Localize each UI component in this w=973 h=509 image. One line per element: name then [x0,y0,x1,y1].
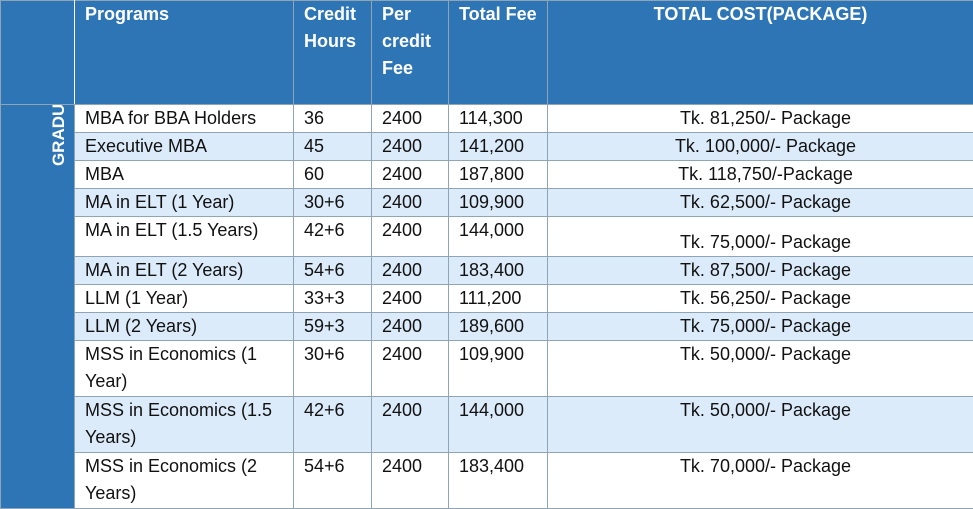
cell-total-fee: 189,600 [449,313,548,341]
table-row: MA in ELT (1 Year) 30+6 2400 109,900 Tk.… [1,189,973,217]
cell-total-cost: Tk. 56,250/- Package [548,285,973,313]
table-row: Executive MBA 45 2400 141,200 Tk. 100,00… [1,133,973,161]
cell-total-fee: 183,400 [449,453,548,509]
cell-total-fee: 144,000 [449,397,548,453]
cell-per-credit-fee: 2400 [372,133,449,161]
cell-per-credit-fee: 2400 [372,257,449,285]
cell-total-cost: Tk. 118,750/-Package [548,161,973,189]
cell-credit-hours: 60 [294,161,372,189]
cell-per-credit-fee: 2400 [372,313,449,341]
cell-per-credit-fee: 2400 [372,397,449,453]
cell-program: MSS in Economics (1 Year) [75,341,294,397]
cell-total-cost: Tk. 50,000/- Package [548,341,973,397]
header-credit-hours: Credit Hours [294,1,372,105]
cell-credit-hours: 59+3 [294,313,372,341]
cell-per-credit-fee: 2400 [372,453,449,509]
header-corner [1,1,75,105]
cell-program: MSS in Economics (2 Years) [75,453,294,509]
table-row: LLM (1 Year) 33+3 2400 111,200 Tk. 56,25… [1,285,973,313]
cell-total-cost: Tk. 50,000/- Package [548,397,973,453]
cell-credit-hours: 30+6 [294,189,372,217]
table-row: GRADUATE MBA for BBA Holders 36 2400 114… [1,105,973,133]
cell-total-cost: Tk. 81,250/- Package [548,105,973,133]
cell-total-fee: 187,800 [449,161,548,189]
table-row: MA in ELT (1.5 Years) 42+6 2400 144,000 … [1,217,973,257]
cell-credit-hours: 54+6 [294,453,372,509]
cell-total-fee: 109,900 [449,189,548,217]
cell-program: MBA [75,161,294,189]
cell-total-fee: 183,400 [449,257,548,285]
cell-per-credit-fee: 2400 [372,189,449,217]
header-per-credit-fee: Per credit Fee [372,1,449,105]
cell-total-fee: 109,900 [449,341,548,397]
header-row: Programs Credit Hours Per credit Fee Tot… [1,1,973,105]
cell-program: LLM (1 Year) [75,285,294,313]
cell-credit-hours: 45 [294,133,372,161]
cell-per-credit-fee: 2400 [372,341,449,397]
cell-per-credit-fee: 2400 [372,285,449,313]
cell-program: MBA for BBA Holders [75,105,294,133]
cell-total-fee: 111,200 [449,285,548,313]
cell-total-fee: 114,300 [449,105,548,133]
cell-total-cost: Tk. 100,000/- Package [548,133,973,161]
cell-program: MA in ELT (1.5 Years) [75,217,294,257]
cell-credit-hours: 33+3 [294,285,372,313]
table-row: MSS in Economics (1.5 Years) 42+6 2400 1… [1,397,973,453]
cell-program: MSS in Economics (1.5 Years) [75,397,294,453]
cell-credit-hours: 36 [294,105,372,133]
cell-per-credit-fee: 2400 [372,161,449,189]
table-row: MSS in Economics (2 Years) 54+6 2400 183… [1,453,973,509]
cell-total-fee: 141,200 [449,133,548,161]
cell-total-cost: Tk. 70,000/- Package [548,453,973,509]
cell-program: MA in ELT (2 Years) [75,257,294,285]
table-row: MA in ELT (2 Years) 54+6 2400 183,400 Tk… [1,257,973,285]
header-total-cost: TOTAL COST(PACKAGE) [548,1,973,105]
cell-total-cost: Tk. 62,500/- Package [548,189,973,217]
table-row: MSS in Economics (1 Year) 30+6 2400 109,… [1,341,973,397]
header-programs: Programs [75,1,294,105]
cell-credit-hours: 30+6 [294,341,372,397]
cell-credit-hours: 42+6 [294,397,372,453]
section-label: GRADUATE [45,105,72,167]
cell-credit-hours: 54+6 [294,257,372,285]
cell-total-cost: Tk. 75,000/- Package [548,313,973,341]
cell-program: MA in ELT (1 Year) [75,189,294,217]
table-row: MBA 60 2400 187,800 Tk. 118,750/-Package [1,161,973,189]
section-label-cell: GRADUATE [1,105,75,509]
cell-per-credit-fee: 2400 [372,217,449,257]
cell-total-fee: 144,000 [449,217,548,257]
cell-program: LLM (2 Years) [75,313,294,341]
header-total-fee: Total Fee [449,1,548,105]
cell-total-cost: Tk. 87,500/- Package [548,257,973,285]
cell-per-credit-fee: 2400 [372,105,449,133]
table-row: LLM (2 Years) 59+3 2400 189,600 Tk. 75,0… [1,313,973,341]
cell-credit-hours: 42+6 [294,217,372,257]
cell-total-cost: Tk. 75,000/- Package [548,217,973,257]
cell-program: Executive MBA [75,133,294,161]
